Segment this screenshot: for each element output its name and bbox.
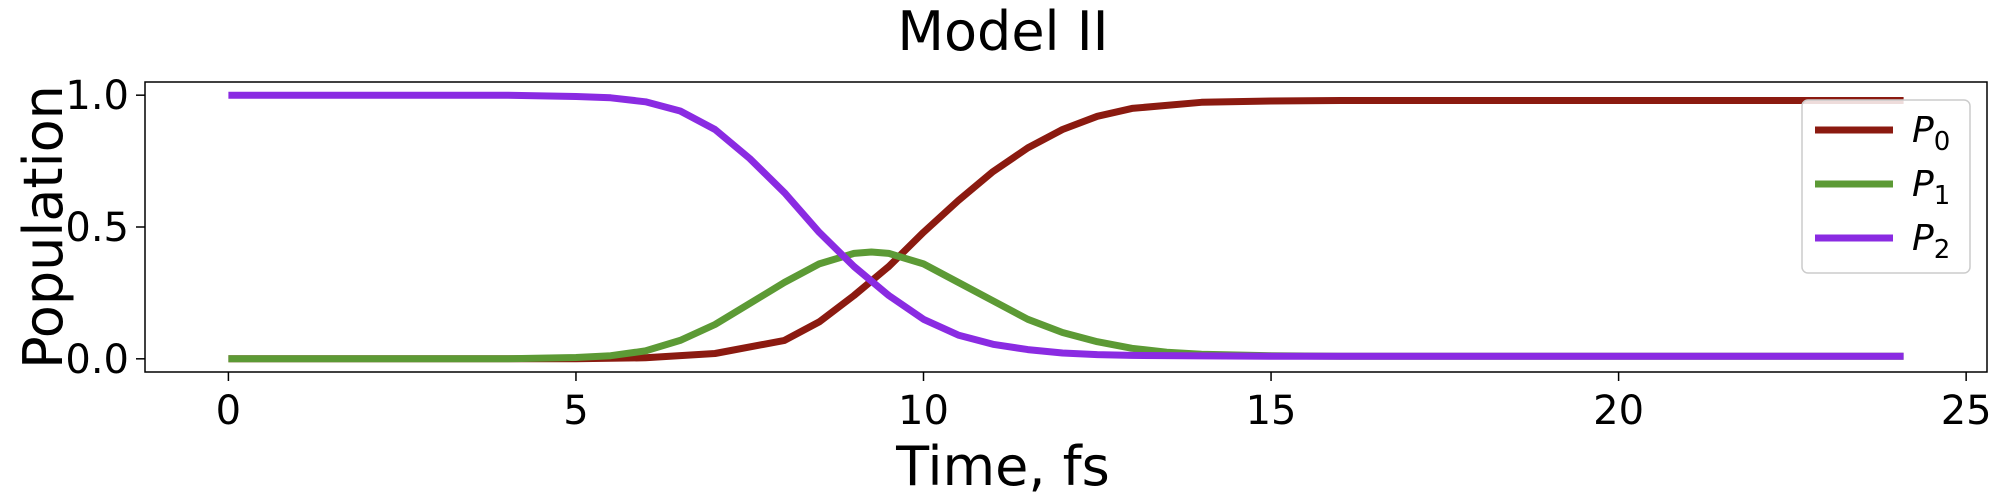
x-axis-label: Time, fs [895,435,1110,498]
y-axis-label: Population [12,85,75,369]
y-tick-label: 0.5 [65,205,129,251]
x-tick-label: 0 [216,388,241,434]
series-line-p1 [228,248,1904,363]
x-tick-label: 5 [563,388,588,434]
y-axis-ticks: 0.0 0.5 1.0 [65,73,145,383]
x-tick-label: 25 [1941,388,1992,434]
y-tick-label: 1.0 [65,73,129,119]
x-tick-label: 20 [1593,388,1644,434]
x-tick-label: 15 [1246,388,1297,434]
chart-title: Model II [897,0,1108,63]
series-line-p2 [228,91,1904,360]
series-line-p0 [228,97,1904,363]
y-tick-label: 0.0 [65,337,129,383]
x-tick-label: 10 [898,388,949,434]
series-layer [228,91,1904,363]
x-axis-ticks: 0 5 10 15 20 25 [216,372,1992,434]
